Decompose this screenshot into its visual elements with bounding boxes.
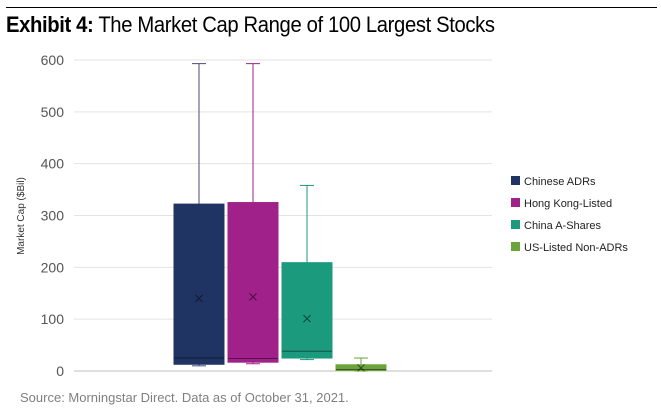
legend-label: US-Listed Non-ADRs [524, 242, 628, 254]
y-axis-label: Market Cap ($Bil) [16, 177, 27, 255]
legend: Chinese ADRs Hong Kong-Listed China A-Shar… [511, 176, 628, 254]
title-prefix: Exhibit 4: [6, 12, 94, 37]
y-tick-label-600: 600 [41, 52, 65, 68]
y-tick-label-500: 500 [41, 104, 65, 120]
mean-marker [249, 293, 257, 301]
y-tick-labels: 0 100 200 300 400 500 600 [41, 52, 65, 379]
chart-title: Exhibit 4: The Market Cap Range of 100 L… [6, 12, 495, 38]
top-rule [6, 7, 657, 8]
mean-marker [195, 294, 203, 303]
legend-swatch [511, 242, 520, 251]
mean-marker [357, 364, 365, 372]
box-0 [173, 63, 225, 367]
iqr-box [173, 203, 225, 365]
legend-label: Chinese ADRs [524, 176, 596, 188]
legend-item-1: Hong Kong-Listed [511, 198, 612, 210]
y-tick-label-100: 100 [41, 311, 65, 327]
legend-item-2: China A-Shares [511, 220, 602, 232]
y-tick-label-400: 400 [41, 156, 65, 172]
box-2 [281, 184, 333, 361]
source-note: Source: Morningstar Direct. Data as of O… [20, 390, 349, 405]
legend-label: China A-Shares [524, 220, 602, 232]
mean-marker [303, 314, 311, 323]
iqr-box [227, 202, 279, 363]
legend-label: Hong Kong-Listed [524, 198, 612, 210]
y-tick-label-200: 200 [41, 259, 65, 275]
legend-swatch [511, 198, 520, 207]
box-1 [227, 63, 279, 365]
y-tick-label-0: 0 [56, 363, 64, 379]
legend-item-0: Chinese ADRs [511, 176, 596, 188]
y-tick-label-300: 300 [41, 208, 65, 224]
legend-swatch [511, 220, 520, 229]
title-main: The Market Cap Range of 100 Largest Stoc… [98, 12, 495, 37]
legend-swatch [511, 176, 520, 185]
iqr-box [281, 262, 333, 359]
boxes [173, 63, 387, 372]
box-3 [335, 357, 387, 372]
legend-item-3: US-Listed Non-ADRs [511, 242, 628, 254]
